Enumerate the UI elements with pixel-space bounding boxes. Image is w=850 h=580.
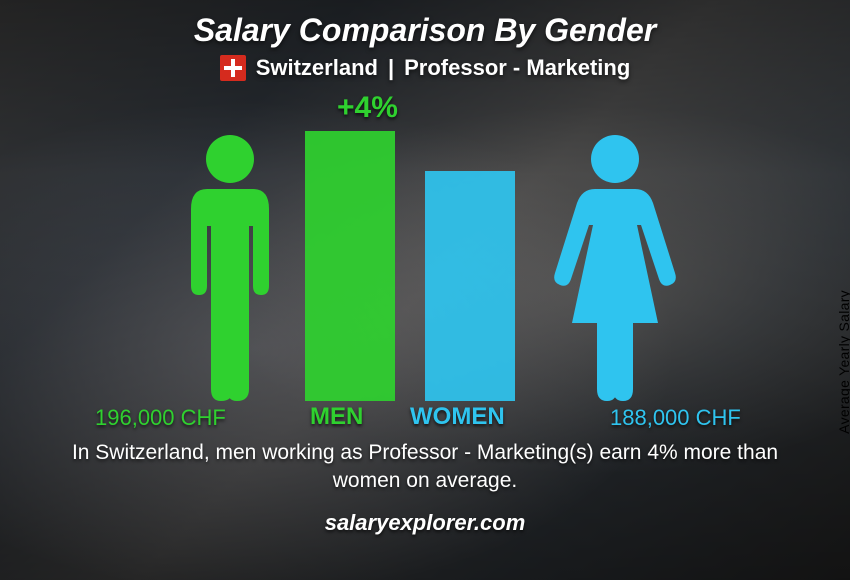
infographic-container: Salary Comparison By Gender Switzerland …: [0, 0, 850, 580]
delta-label: +4%: [337, 91, 398, 125]
page-title: Salary Comparison By Gender: [0, 0, 850, 49]
switzerland-flag-icon: [220, 55, 246, 81]
country-label: Switzerland: [256, 55, 378, 81]
occupation-label: Professor - Marketing: [404, 55, 630, 81]
men-salary: 196,000 CHF: [95, 405, 226, 431]
women-salary: 188,000 CHF: [610, 405, 741, 431]
y-axis-label: Average Yearly Salary: [836, 290, 850, 434]
women-label: WOMEN: [410, 403, 505, 431]
subtitle-row: Switzerland | Professor - Marketing: [0, 55, 850, 81]
men-label: MEN: [310, 403, 363, 431]
subtitle-separator: |: [388, 55, 394, 81]
female-bar: [425, 171, 515, 401]
site-attribution: salaryexplorer.com: [0, 510, 850, 536]
summary-text: In Switzerland, men working as Professor…: [0, 431, 850, 496]
female-person-icon: [545, 131, 685, 401]
chart-area: +4% MEN WOMEN 196,000 CH: [105, 91, 745, 431]
male-bar: [305, 131, 395, 401]
male-person-icon: [165, 131, 295, 401]
